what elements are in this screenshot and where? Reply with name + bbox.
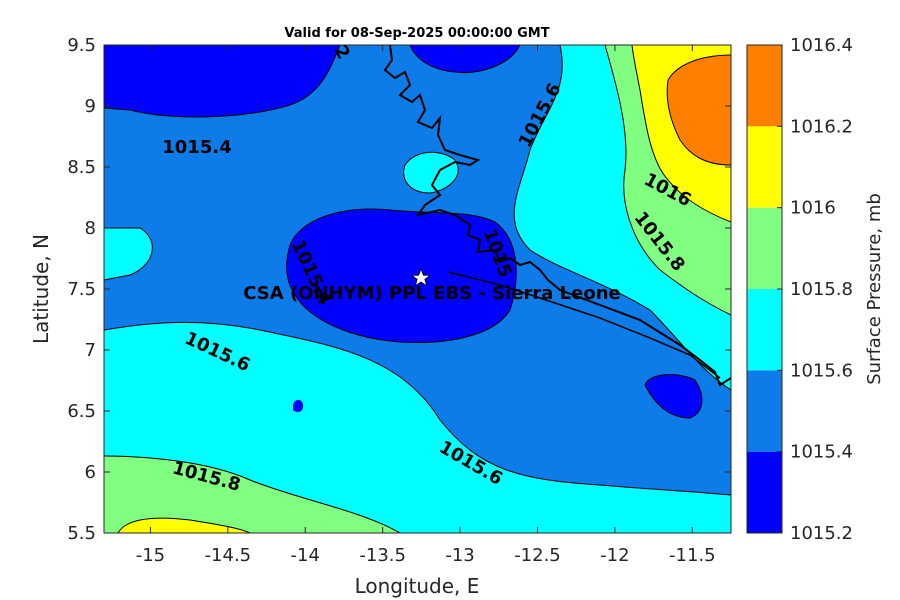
field-level-1015.2-central [286,209,517,343]
chart-title: Valid for 08-Sep-2025 00:00:00 GMT [284,26,549,41]
station-star-icon [410,267,432,287]
x-tick-label: -14 [291,545,320,566]
colorbar-tick-label: 1016.4 [790,35,853,56]
plot-area: 1015.4 1015.6 1016 1015.8 1015.4 1015 10… [104,45,731,533]
field-level-1016-south [118,518,250,533]
colorbar-tick-label: 1015.2 [790,523,853,544]
colorbar-tick-label: 1016 [790,198,836,219]
coastline [383,45,731,387]
contour-lines [104,45,731,533]
x-tick-label: -12.5 [514,545,561,566]
y-tick-label: 9.5 [67,35,96,56]
x-tick-label: -11.5 [669,545,716,566]
colorbar-tick-label: 1015.6 [790,360,853,381]
y-tick-label: 6 [85,462,96,483]
field-level-1015.2-north [410,45,520,73]
x-tick-label: -14.5 [205,545,252,566]
colorbar-swatch [747,45,782,127]
y-tick-label: 8.5 [67,157,96,178]
field-level-1015.6-west [104,228,153,280]
y-tick-label: 9 [85,96,96,117]
x-axis: -15 -14.5 -14 -13.5 -13 -12.5 -12 -11.5 [136,45,716,566]
x-tick-label: -12 [600,545,629,566]
field-level-1015.2-spot [293,399,304,413]
colorbar-swatch [747,207,782,289]
y-axis: 5.5 6 6.5 7 7.5 8 8.5 9 9.5 [67,35,731,544]
station-label: CSA (ONHYM) PPL EBS - Sierra Leone [243,283,620,304]
x-axis-label: Longitude, E [355,574,480,598]
x-tick-label: -15 [136,545,165,566]
y-tick-label: 7.5 [67,279,96,300]
colorbar: 1015.2 1015.4 1015.6 1015.8 1016 1016.2 1016.4 [746,35,853,544]
contour-label: 1015.4 [162,137,231,158]
y-tick-label: 7 [85,340,96,361]
colorbar-tick-label: 1016.2 [790,116,853,137]
field-level-1015.6-island [403,152,459,193]
y-tick-label: 8 [85,218,96,239]
y-axis-label: Latitude, N [29,234,53,344]
field-level-1015.6-south [104,322,731,533]
colorbar-tick-label: 1015.4 [790,442,853,463]
y-tick-label: 5.5 [67,523,96,544]
y-tick-label: 6.5 [67,401,96,422]
field-level-1015.2-northwest [104,45,340,117]
x-tick-label: -13.5 [359,545,406,566]
colorbar-swatch [747,289,782,371]
field-level-1016.2-east [667,55,731,165]
field-level-1015.2-southeast [645,374,702,418]
x-tick-label: -13 [445,545,474,566]
field-level-1015.8-south [104,456,400,533]
colorbar-label: Surface Pressure, mb [864,193,885,385]
colorbar-tick-label: 1015.8 [790,279,853,300]
colorbar-swatch [747,126,782,208]
colorbar-swatch [747,451,782,533]
river [447,271,721,379]
colorbar-swatch [747,370,782,452]
